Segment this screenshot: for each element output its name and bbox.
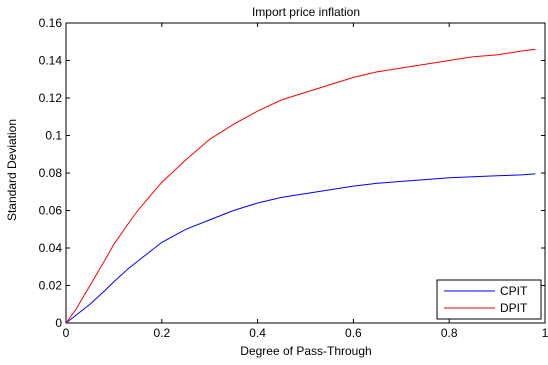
x-tick-label: 1 [542, 326, 548, 340]
y-tick-label: 0.02 [39, 279, 63, 293]
y-tick-label: 0.08 [39, 166, 63, 180]
x-axis-label: Degree of Pass-Through [240, 344, 371, 358]
y-tick-label: 0.1 [45, 129, 62, 143]
series-line-cpit [65, 173, 536, 324]
legend-label-cpit: CPIT [500, 284, 528, 298]
y-tick-label: 0.06 [39, 204, 63, 218]
x-tick-label: 0.4 [249, 326, 266, 340]
y-tick-label: 0.14 [39, 54, 63, 68]
plot-area: 0 0.2 0.4 0.6 0.8 1 0 0.02 0.04 0.06 0.08 0.1 0.12 0.… [39, 16, 548, 340]
x-tick-label: 0.2 [153, 326, 170, 340]
x-tick-label: 0.8 [441, 326, 458, 340]
x-tick-label: 0.6 [345, 326, 362, 340]
legend-label-dpit: DPIT [500, 301, 528, 315]
x-tick-label: 0 [63, 326, 70, 340]
y-tick-label: 0.16 [39, 16, 63, 30]
legend: CPIT DPIT [436, 279, 542, 320]
plot-frame [65, 22, 546, 324]
legend-box [436, 279, 542, 320]
y-tick-label: 0 [55, 316, 62, 330]
y-tick-label: 0.12 [39, 91, 63, 105]
chart-title: Import price inflation [252, 5, 360, 19]
y-tick-label: 0.04 [39, 241, 63, 255]
series-line-dpit [65, 48, 536, 324]
y-axis-label: Standard Deviation [5, 119, 19, 221]
